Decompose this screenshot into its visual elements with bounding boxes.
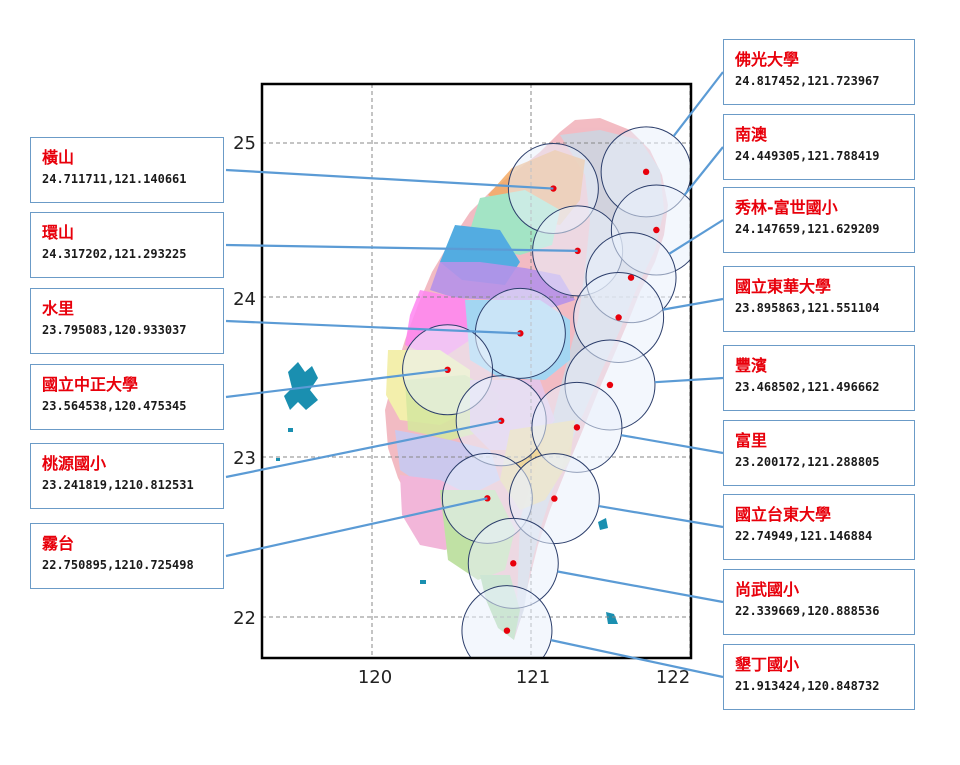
station-name: 墾丁國小 [735, 655, 800, 674]
station-name: 國立中正大學 [42, 375, 139, 394]
station-coord: 24.317202,121.293225 [42, 247, 187, 261]
station-leader-line [225, 168, 554, 190]
station-leader-line [225, 319, 521, 335]
station-name: 橫山 [42, 148, 75, 167]
station-leader-line [662, 297, 724, 311]
station-leader-line [654, 376, 724, 384]
station-coord: 24.147659,121.629209 [735, 222, 880, 236]
station-leader-line [225, 419, 502, 479]
station-leader-line [225, 497, 488, 558]
station-label-kenting: 墾丁國小 21.913424,120.848732 [723, 644, 915, 710]
station-coord: 24.449305,121.788419 [735, 149, 880, 163]
station-label-fengbin: 豐濱 23.468502,121.496662 [723, 345, 915, 411]
station-range-circle [461, 585, 553, 658]
station-name: 富里 [735, 431, 768, 450]
station-label-nttu: 國立台東大學 22.74949,121.146884 [723, 494, 915, 560]
station-leader-line [557, 570, 724, 604]
station-label-ndhu: 國立東華大學 23.895863,121.551104 [723, 266, 915, 332]
station-coord: 23.795083,120.933037 [42, 323, 187, 337]
station-name: 豐濱 [735, 356, 768, 375]
station-label-foguang: 佛光大學 24.817452,121.723967 [723, 39, 915, 105]
station-point [606, 381, 614, 389]
station-point [510, 560, 517, 567]
station-label-huanshan: 環山 24.317202,121.293225 [30, 212, 224, 278]
station-label-taoyuan: 桃源國小 23.241819,1210.812531 [30, 443, 224, 509]
station-name: 環山 [42, 223, 75, 242]
station-leader-line [621, 434, 724, 455]
x-tick-122: 122 [656, 667, 690, 688]
x-tick-120: 120 [358, 667, 392, 688]
station-coord: 22.339669,120.888536 [735, 604, 880, 618]
station-point [503, 627, 511, 634]
station-name: 國立東華大學 [735, 277, 832, 296]
map-frame [260, 82, 693, 660]
station-label-fuli: 富里 23.200172,121.288805 [723, 420, 915, 486]
y-tick-22: 22 [233, 608, 256, 629]
station-leader-line [550, 639, 724, 679]
station-leader-line [683, 146, 724, 196]
station-label-xiulin: 秀林-富世國小 24.147659,121.629209 [723, 187, 915, 253]
station-coord: 24.711711,121.140661 [42, 172, 187, 186]
station-coord: 22.74949,121.146884 [735, 529, 873, 543]
station-leader-line [225, 243, 578, 252]
station-point [573, 424, 581, 431]
station-name: 霧台 [42, 534, 75, 553]
station-name: 水里 [42, 299, 75, 318]
station-label-nanao: 南澳 24.449305,121.788419 [723, 114, 915, 180]
station-label-ccu: 國立中正大學 23.564538,120.475345 [30, 364, 224, 430]
penghu-islands [276, 362, 426, 584]
station-leader-line [668, 219, 724, 255]
station-leader-line [225, 368, 448, 399]
station-coord: 21.913424,120.848732 [735, 679, 880, 693]
station-coord: 23.200172,121.288805 [735, 455, 880, 469]
station-label-shuili: 水里 23.795083,120.933037 [30, 288, 224, 354]
y-tick-24: 24 [233, 289, 256, 310]
station-coord: 23.895863,121.551104 [735, 301, 880, 315]
station-label-hengshan: 橫山 24.711711,121.140661 [30, 137, 224, 203]
station-name: 國立台東大學 [735, 505, 832, 524]
station-coord: 22.750895,1210.725498 [42, 558, 194, 572]
orchid-island [598, 518, 618, 624]
station-label-wutai: 霧台 22.750895,1210.725498 [30, 523, 224, 589]
station-name: 秀林-富世國小 [735, 198, 838, 217]
x-tick-121: 121 [516, 667, 550, 688]
station-name: 南澳 [735, 125, 768, 144]
y-tick-23: 23 [233, 448, 256, 469]
station-name: 桃源國小 [42, 454, 107, 473]
station-name: 尚武國小 [735, 580, 800, 599]
station-coord: 23.468502,121.496662 [735, 380, 880, 394]
station-leader-line [598, 504, 724, 529]
station-name: 佛光大學 [735, 50, 800, 69]
station-leader-line [672, 71, 724, 137]
y-tick-25: 25 [233, 133, 256, 154]
station-point [642, 168, 650, 176]
station-label-shangwu: 尚武國小 22.339669,120.888536 [723, 569, 915, 635]
station-coord: 23.564538,120.475345 [42, 399, 187, 413]
station-point [627, 274, 635, 281]
station-point [551, 495, 558, 502]
station-coord: 23.241819,1210.812531 [42, 478, 194, 492]
station-point [653, 226, 660, 234]
station-point [615, 314, 622, 321]
station-coord: 24.817452,121.723967 [735, 74, 880, 88]
